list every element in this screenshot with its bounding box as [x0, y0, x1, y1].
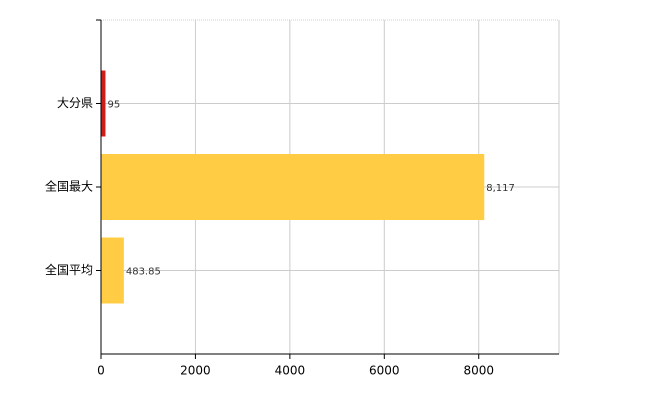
- y-tick-label: 全国最大: [45, 179, 93, 194]
- value-label: 95: [107, 100, 120, 111]
- bar: [101, 154, 485, 220]
- y-tick-label: 全国平均: [45, 262, 93, 277]
- bar: [101, 70, 106, 137]
- x-tick-label: 2000: [180, 364, 211, 378]
- x-tick-label: 4000: [275, 364, 306, 378]
- y-tick-label: 大分県: [57, 96, 93, 110]
- x-tick-label: 0: [97, 364, 105, 378]
- x-tick-label: 6000: [369, 364, 400, 378]
- bar: [101, 237, 124, 304]
- value-label: 8,117: [486, 183, 515, 194]
- value-label: 483.85: [126, 267, 161, 278]
- x-tick-label: 8000: [463, 364, 494, 378]
